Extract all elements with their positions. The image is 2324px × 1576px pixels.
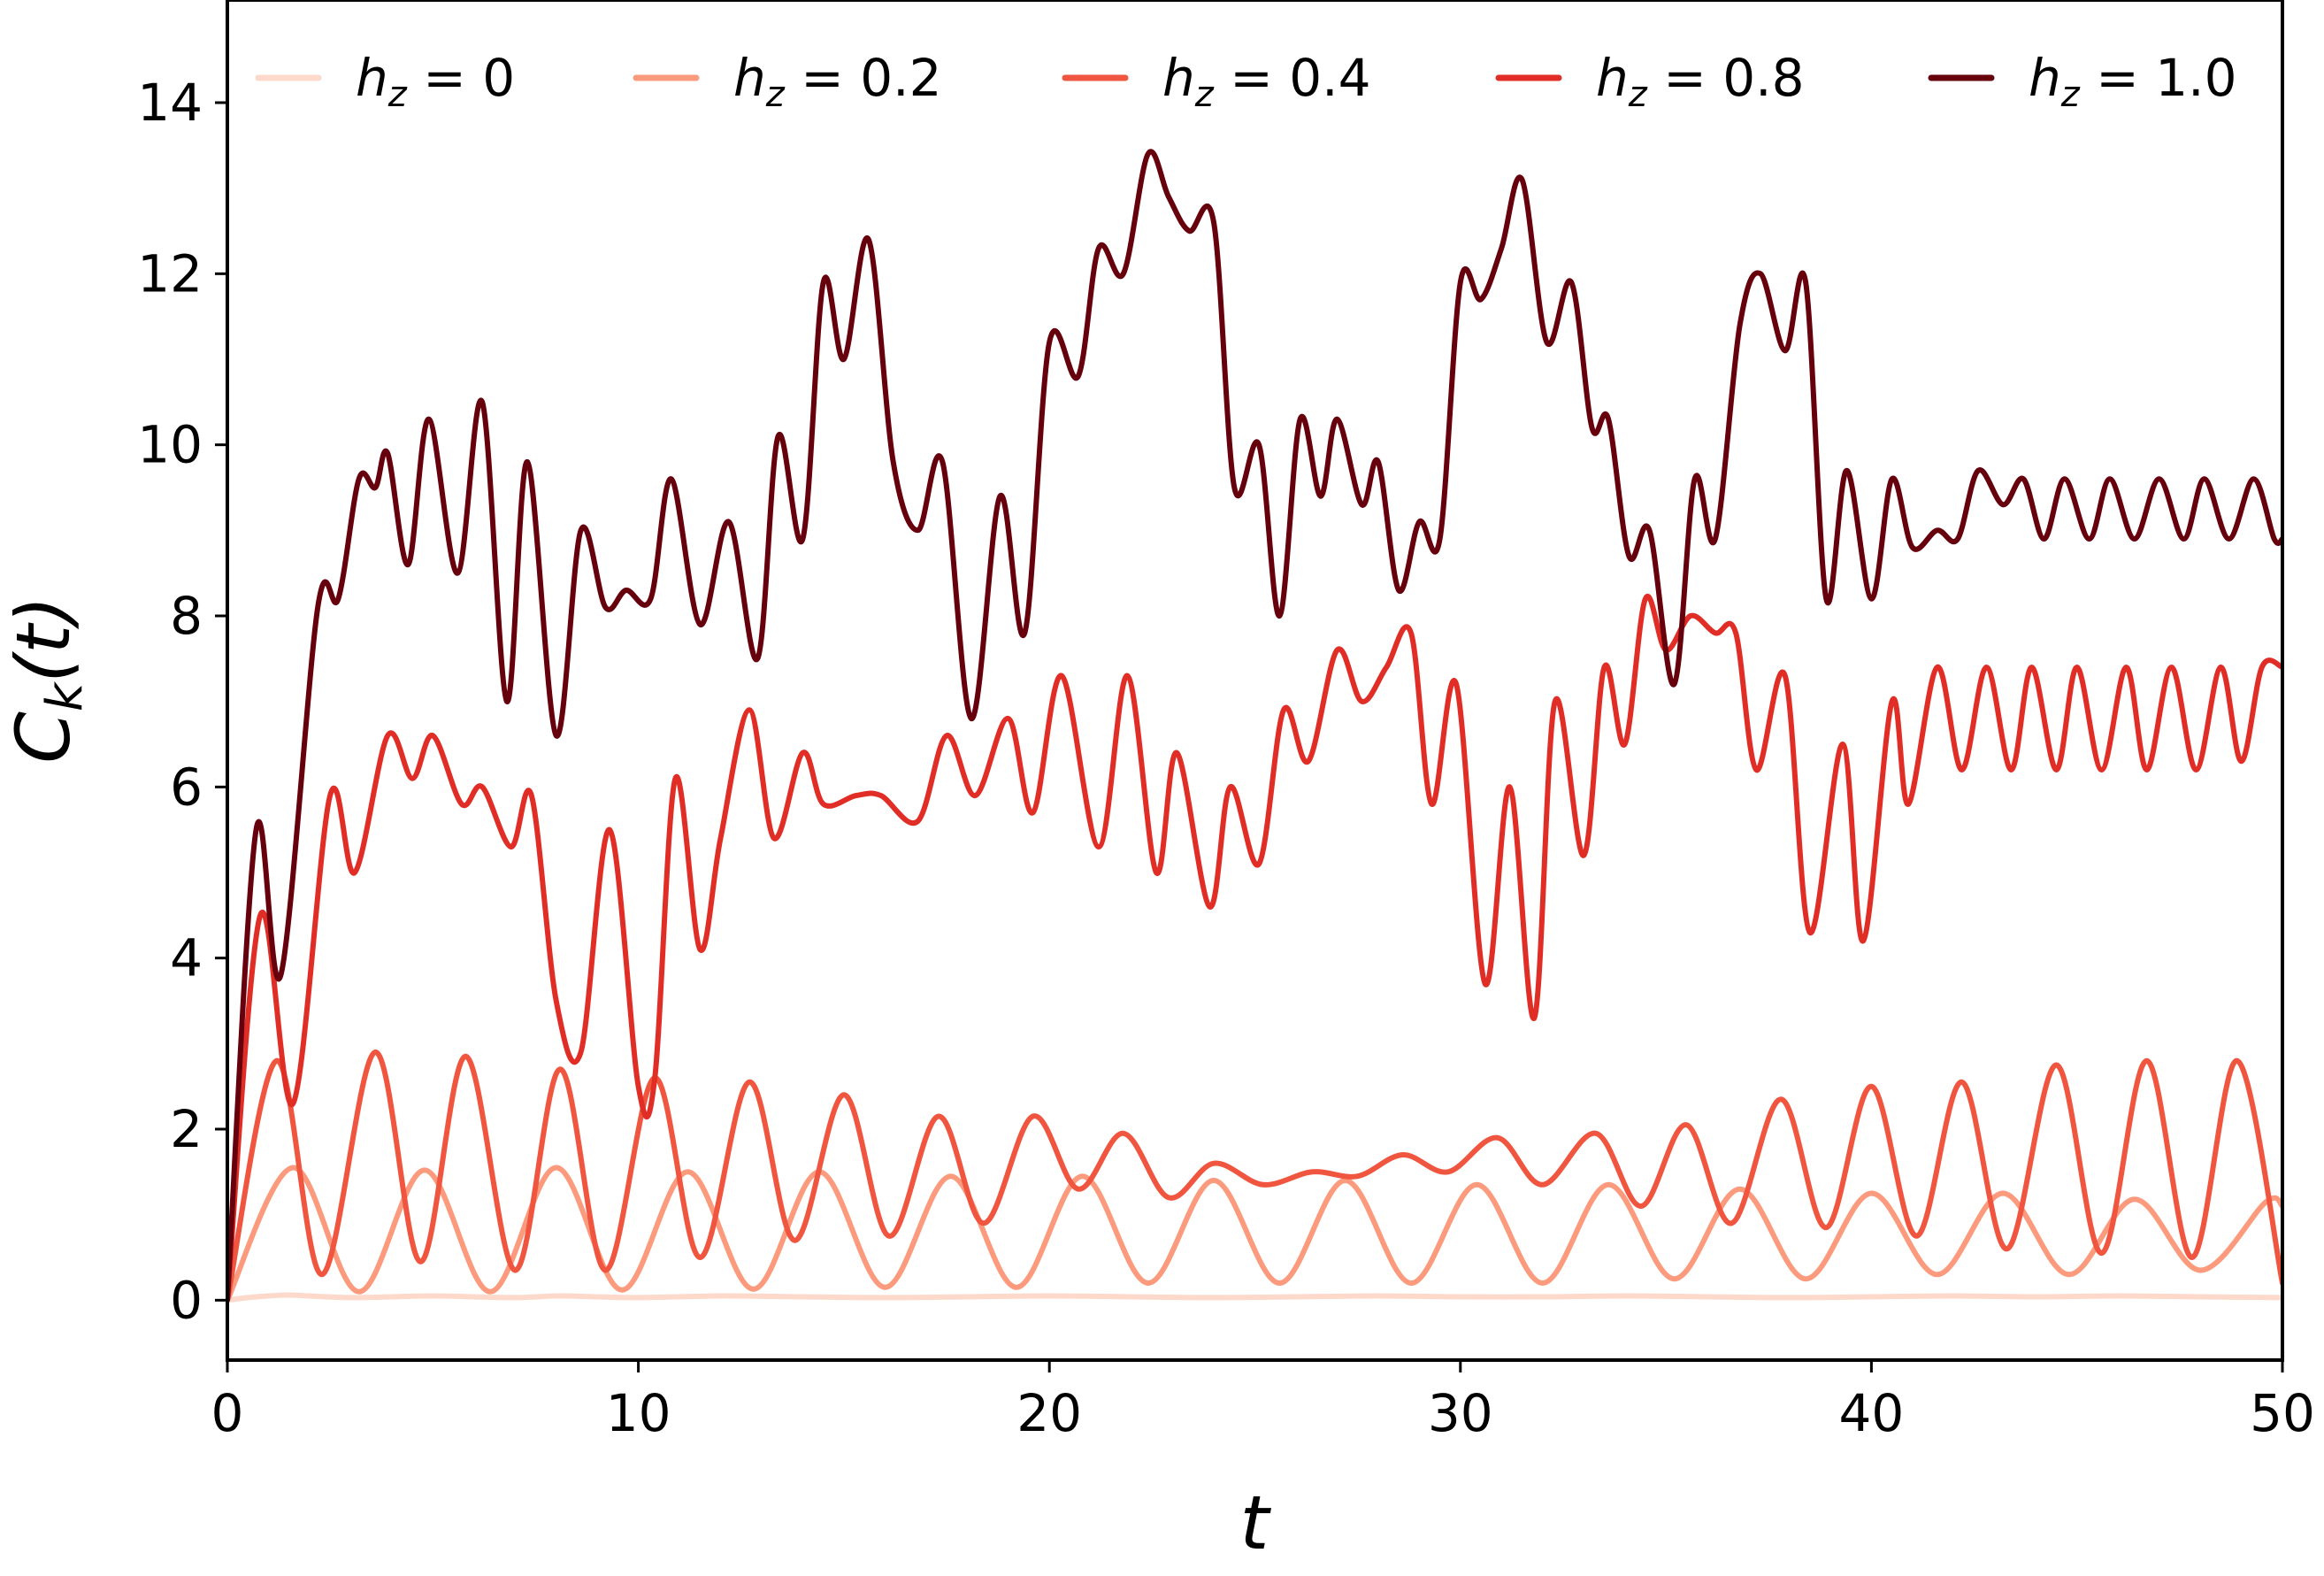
y-axis-title: Ck(t): [0, 596, 94, 764]
legend-label-4: hz = 1.0: [2029, 48, 2236, 115]
legend-label-3: hz = 0.8: [1596, 48, 1804, 115]
x-tick-label-1: 10: [606, 1383, 671, 1443]
y-tick-label-7: 14: [137, 73, 203, 133]
x-axis-ticks: 0 10 20 30 40 50: [211, 1360, 2315, 1443]
y-tick-label-5: 10: [137, 415, 203, 475]
x-axis-title: t: [1240, 1480, 1272, 1566]
y-tick-label-3: 6: [170, 757, 203, 817]
plot-series: [227, 149, 2282, 1303]
x-tick-label-3: 30: [1428, 1383, 1493, 1443]
legend-label-1: hz = 0.2: [733, 48, 941, 115]
series-line-4: [227, 149, 2282, 1303]
legend-label-0: hz = 0: [356, 48, 515, 115]
x-tick-label-2: 20: [1016, 1383, 1082, 1443]
x-tick-label-4: 40: [1838, 1383, 1904, 1443]
y-tick-label-2: 4: [170, 928, 203, 988]
series-line-1: [227, 1165, 2282, 1303]
y-axis-ticks: 0 2 4 6 8 10 12 14: [137, 73, 227, 1330]
series-line-3: [227, 593, 2282, 1303]
x-tick-label-5: 50: [2250, 1383, 2315, 1443]
plot-frame: [226, 0, 2284, 1362]
y-tick-label-4: 8: [170, 586, 203, 646]
y-tick-label-0: 0: [170, 1270, 203, 1330]
y-tick-label-6: 12: [137, 243, 203, 304]
legend-label-2: hz = 0.4: [1162, 48, 1370, 115]
y-tick-label-1: 2: [170, 1099, 203, 1159]
x-tick-label-0: 0: [211, 1383, 244, 1443]
series-line-2: [227, 1049, 2282, 1303]
series-line-0: [227, 1292, 2282, 1303]
legend: hz = 0 hz = 0.2 hz = 0.4 hz = 0.8 hz = 1.0: [255, 48, 2236, 115]
